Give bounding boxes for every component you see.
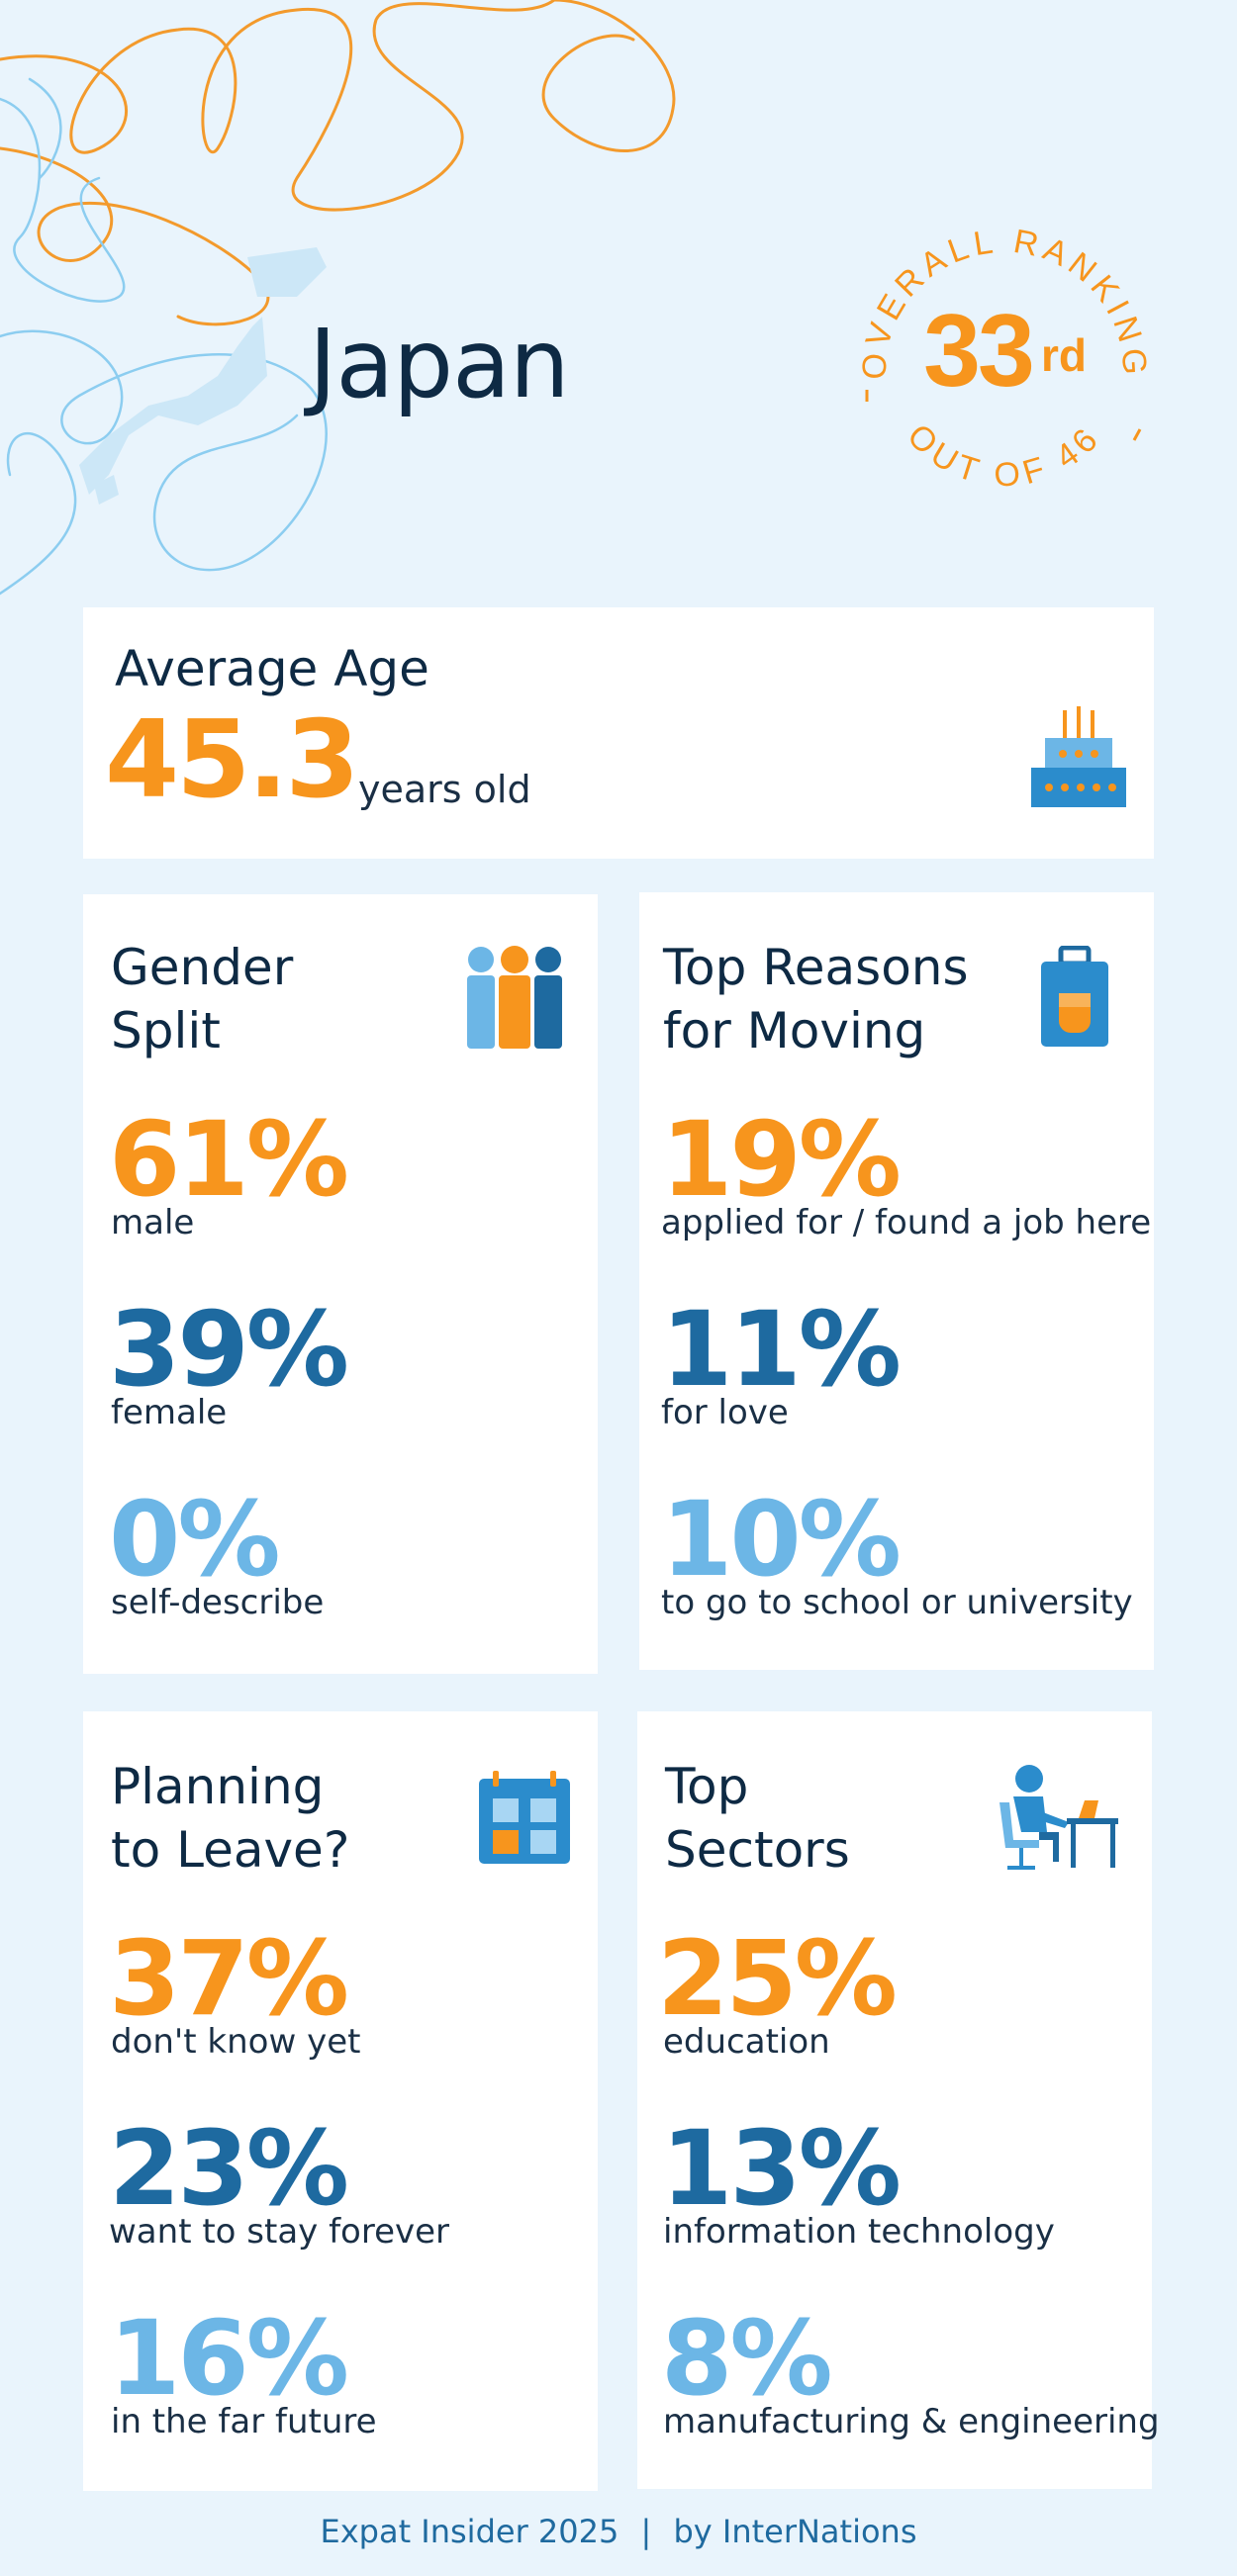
birthday-cake-icon (1031, 706, 1126, 807)
overall-ranking-badge: OVERALL RANKING OUT OF 46 33 rd (855, 223, 1148, 495)
suitcase-icon (1041, 946, 1108, 1047)
planning-title-line1: Planning (111, 1758, 325, 1815)
planning-far-future-label: in the far future (111, 2402, 377, 2441)
reason-love-value: 11% (661, 1289, 902, 1410)
planning-dont-know-label: don't know yet (111, 2022, 361, 2062)
country-name: Japan (309, 309, 570, 419)
reason-school-label: to go to school or university (661, 1583, 1133, 1622)
ranking-suffix: rd (1041, 329, 1087, 381)
gender-split-title-line1: Gender (111, 939, 294, 996)
planning-title-line2: to Leave? (111, 1821, 350, 1879)
average-age-value: 45.3 (105, 698, 359, 822)
calendar-icon (479, 1771, 570, 1864)
reason-job-value: 19% (661, 1099, 902, 1220)
planning-stay-forever-label: want to stay forever (109, 2212, 450, 2252)
gender-male-label: male (111, 1203, 195, 1242)
footer-by: by InterNations (673, 2513, 917, 2550)
average-age-card: Average Age 45.3 years old (83, 607, 1154, 859)
gender-male-value: 61% (109, 1099, 349, 1220)
decorative-map-illustration (0, 0, 676, 596)
planning-far-future-value: 16% (109, 2298, 349, 2419)
sector-education-value: 25% (657, 1918, 898, 2039)
gender-split-card: Gender Split 61% male 39% female 0% self… (83, 894, 598, 1674)
planning-dont-know-value: 37% (109, 1918, 349, 2039)
ranking-arc-bottom-text: OUT OF 46 (900, 417, 1102, 495)
sector-it-value: 13% (661, 2108, 902, 2229)
top-reasons-title-line2: for Moving (663, 1002, 926, 1059)
top-reasons-card: Top Reasons for Moving 19% applied for /… (639, 892, 1154, 1670)
gender-self-describe-label: self-describe (111, 1583, 325, 1622)
ranking-number: 33 (923, 294, 1032, 409)
planning-stay-forever-value: 23% (109, 2108, 349, 2229)
sector-manufacturing-value: 8% (661, 2298, 833, 2419)
gender-self-describe-value: 0% (109, 1479, 281, 1600)
sector-manufacturing-label: manufacturing & engineering (663, 2402, 1160, 2441)
reason-school-value: 10% (661, 1479, 902, 1600)
top-sectors-card: Top Sectors 25% education 13% informatio… (637, 1711, 1160, 2489)
planning-to-leave-card: Planning to Leave? 37% don't know yet 23… (83, 1711, 598, 2491)
footer-source: Expat Insider 2025 (320, 2513, 619, 2550)
average-age-unit: years old (358, 768, 531, 811)
top-sectors-title-line1: Top (665, 1758, 749, 1815)
sector-it-label: information technology (663, 2212, 1055, 2252)
reason-love-label: for love (661, 1393, 789, 1432)
person-at-desk-icon (999, 1765, 1118, 1870)
gender-female-value: 39% (109, 1289, 349, 1410)
reason-job-label: applied for / found a job here (661, 1203, 1152, 1242)
top-reasons-title-line1: Top Reasons (663, 939, 969, 996)
top-sectors-title-line2: Sectors (665, 1821, 850, 1879)
footer-separator: | (640, 2513, 652, 2550)
average-age-title: Average Age (115, 640, 429, 697)
svg-text:OUT OF 46: OUT OF 46 (900, 417, 1108, 495)
gender-female-label: female (111, 1393, 228, 1432)
footer-credit: Expat Insider 2025 | by InterNations (0, 2513, 1237, 2550)
gender-split-title-line2: Split (111, 1002, 221, 1059)
sector-education-label: education (663, 2022, 830, 2062)
people-icon (467, 946, 562, 1049)
